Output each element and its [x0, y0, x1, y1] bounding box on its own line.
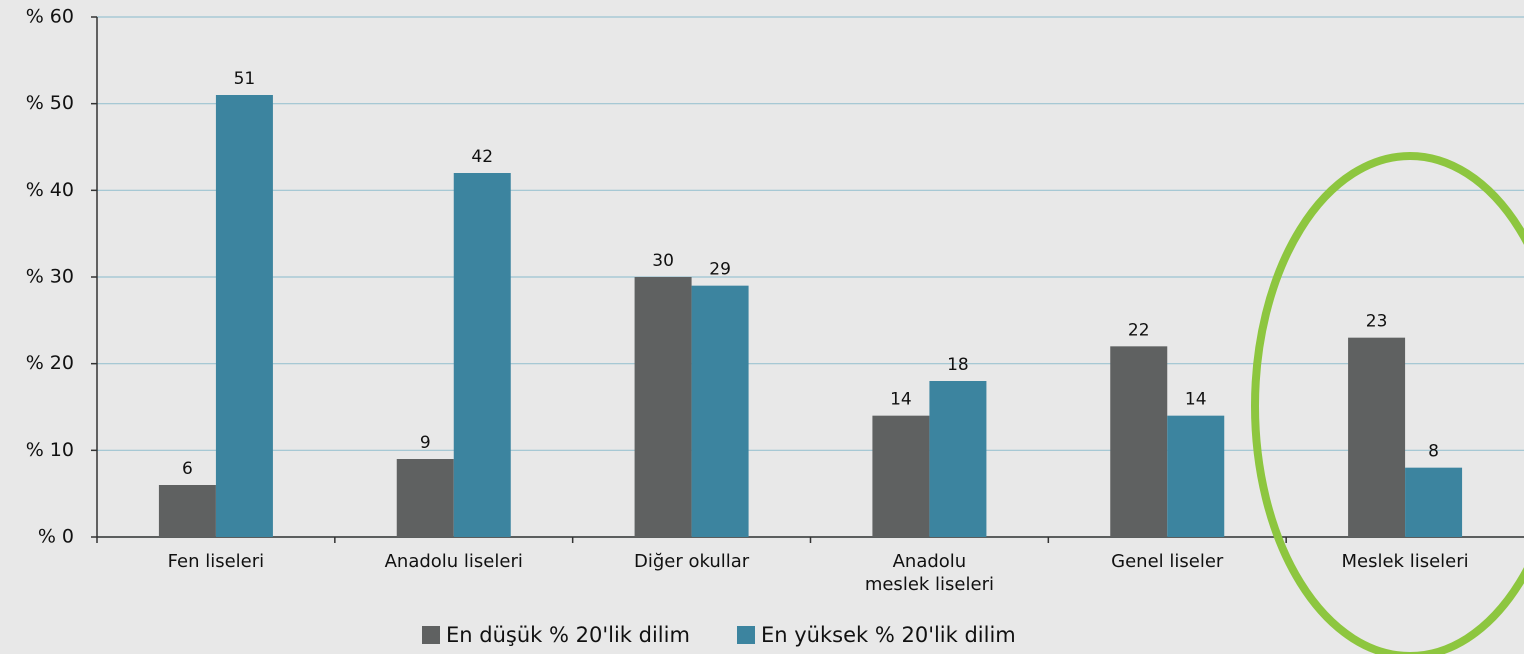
legend-swatch — [737, 626, 755, 644]
bar — [215, 95, 273, 537]
x-tick-label: Meslek liseleri — [1341, 551, 1469, 572]
bar — [929, 381, 987, 537]
value-label: 29 — [709, 260, 731, 280]
y-tick-label: % 20 — [26, 352, 74, 374]
x-tick-label: Diğer okullar — [633, 551, 750, 572]
value-label: 23 — [1366, 312, 1388, 332]
y-tick-label: % 40 — [26, 179, 74, 201]
bar — [872, 415, 930, 537]
y-tick-label: % 60 — [26, 6, 74, 28]
bar — [691, 285, 749, 537]
bar — [1405, 467, 1463, 537]
y-tick-label: % 10 — [26, 439, 74, 461]
bar — [396, 459, 454, 537]
value-label: 22 — [1128, 320, 1150, 340]
value-label: 6 — [182, 459, 193, 479]
y-tick-label: % 30 — [26, 266, 74, 288]
legend-swatch — [422, 626, 440, 644]
value-label: 51 — [234, 69, 256, 89]
x-tick-label: Genel liseler — [1111, 551, 1224, 572]
legend-label: En düşük % 20'lik dilim — [446, 623, 690, 647]
value-label: 42 — [471, 147, 493, 167]
legend-label: En yüksek % 20'lik dilim — [761, 623, 1016, 647]
bar — [1167, 415, 1225, 537]
value-label: 18 — [947, 355, 969, 375]
y-tick-label: % 0 — [38, 526, 74, 548]
value-label: 30 — [652, 251, 674, 271]
value-label: 14 — [890, 390, 912, 410]
x-tick-label: Anadolu meslek liseleri — [864, 551, 994, 595]
bar — [634, 277, 692, 537]
bar — [453, 173, 511, 537]
bar — [158, 485, 216, 537]
value-label: 9 — [420, 433, 431, 453]
highlight-ellipse — [1251, 152, 1524, 654]
bar — [1348, 337, 1406, 537]
x-tick-label: Anadolu liseleri — [384, 551, 523, 572]
value-label: 14 — [1185, 390, 1207, 410]
value-label: 8 — [1428, 442, 1439, 462]
y-tick-label: % 50 — [26, 92, 74, 114]
x-tick-label: Fen liseleri — [167, 551, 265, 572]
bar — [1110, 346, 1168, 537]
